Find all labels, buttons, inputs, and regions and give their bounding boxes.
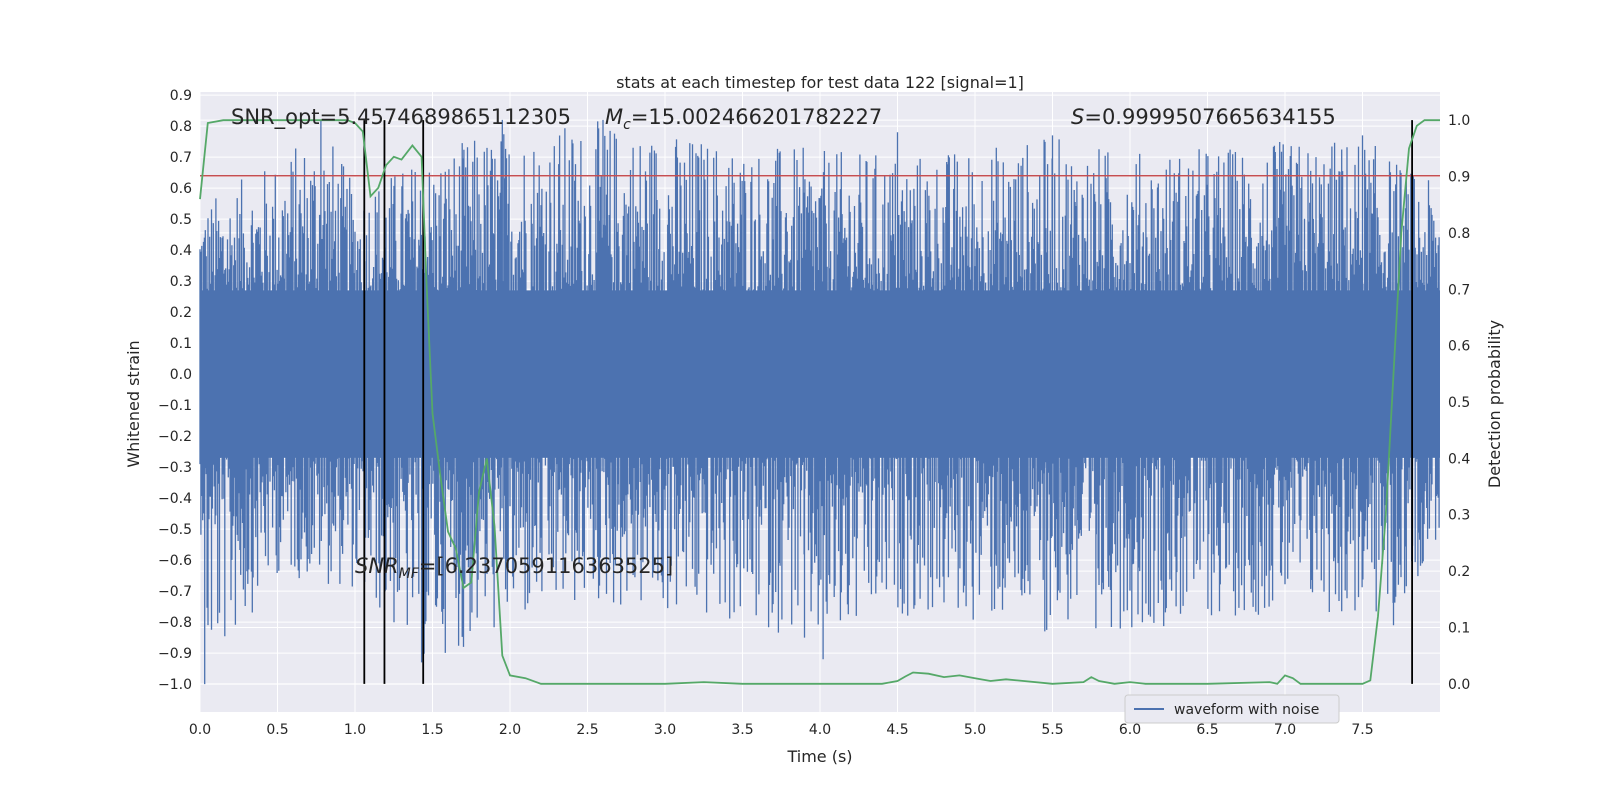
x-tick-label: 2.5 xyxy=(576,722,598,738)
s-value: =0.9999507665634155 xyxy=(1084,105,1335,129)
mc-symbol: M xyxy=(605,105,623,129)
x-tick-label: 1.5 xyxy=(421,722,443,738)
x-tick-label: 7.5 xyxy=(1351,722,1373,738)
y-right-tick-label: 0.9 xyxy=(1448,170,1470,186)
y-tick-label: 0.2 xyxy=(170,305,192,321)
y-right-tick-label: 1.0 xyxy=(1448,113,1470,129)
y-tick-label: −0.9 xyxy=(158,646,192,662)
x-tick-label: 5.0 xyxy=(964,722,986,738)
y-axis-label: Whitened strain xyxy=(124,340,143,467)
detection-probability-line xyxy=(199,119,1440,685)
x-tick-label: 7.0 xyxy=(1274,722,1296,738)
y-tick-label: 0.1 xyxy=(170,336,192,352)
y-tick-label: −0.5 xyxy=(158,522,192,538)
y-right-tick-label: 0.7 xyxy=(1448,282,1470,298)
x-tick-label: 3.0 xyxy=(654,722,676,738)
y-right-tick-label: 0.3 xyxy=(1448,508,1470,524)
s-symbol: S xyxy=(1071,105,1084,129)
x-tick-label: 6.5 xyxy=(1196,722,1218,738)
y-tick-label: −0.8 xyxy=(158,615,192,631)
y-tick-label: −0.2 xyxy=(158,429,192,445)
y-tick-label: 0.5 xyxy=(170,212,192,228)
y-right-tick-label: 0.0 xyxy=(1448,677,1470,693)
y-right-tick-label: 0.1 xyxy=(1448,620,1470,636)
y-tick-label: 0.6 xyxy=(170,181,192,197)
x-tick-label: 2.0 xyxy=(499,722,521,738)
y-tick-label: −1.0 xyxy=(158,677,192,693)
overlay-lines xyxy=(199,119,1440,685)
chart-title: stats at each timestep for test data 122… xyxy=(616,73,1024,92)
x-tick-label: 4.5 xyxy=(886,722,908,738)
x-tick-label: 0.0 xyxy=(189,722,211,738)
y-right-tick-label: 0.6 xyxy=(1448,339,1470,355)
y-tick-label: 0.4 xyxy=(170,243,192,259)
legend-box xyxy=(1124,694,1340,724)
y-right-axis-label: Detection probability xyxy=(1485,320,1504,488)
y-right-tick-label: 0.8 xyxy=(1448,226,1470,242)
x-tick-label: 3.5 xyxy=(731,722,753,738)
y-right-tick-label: 0.2 xyxy=(1448,564,1470,580)
y-tick-label: −0.4 xyxy=(158,491,192,507)
x-tick-label: 4.0 xyxy=(809,722,831,738)
y-right-tick-label: 0.5 xyxy=(1448,395,1470,411)
y-tick-label: 0.7 xyxy=(170,150,192,166)
y-tick-label: −0.7 xyxy=(158,584,192,600)
score-annotation: S=0.9999507665634155 xyxy=(1071,105,1336,129)
y-tick-label: 0.0 xyxy=(170,367,192,383)
waveform-series xyxy=(199,119,1440,685)
x-axis-label: Time (s) xyxy=(786,747,852,766)
y-tick-label: −0.6 xyxy=(158,553,192,569)
snr-mf-symbol: SNR xyxy=(355,554,399,578)
y-tick-label: −0.1 xyxy=(158,398,192,414)
x-tick-label: 5.5 xyxy=(1041,722,1063,738)
x-tick-label: 1.0 xyxy=(344,722,366,738)
y-tick-label: −0.3 xyxy=(158,460,192,476)
y-tick-label: 0.8 xyxy=(170,119,192,135)
mc-subscript: c xyxy=(623,117,631,133)
waveform-line xyxy=(199,119,1440,685)
legend-label-waveform: waveform with noise xyxy=(1174,702,1319,718)
axis-ticks: 0.0 0.5 1.0 1.5 2.0 2.5 3.0 3.5 4.0 4.5 5.0 5.5 6.0 6… xyxy=(158,88,1470,738)
legend: waveform with noise xyxy=(1124,694,1340,724)
mc-value: =15.002466201782227 xyxy=(631,105,882,129)
y-tick-label: 0.3 xyxy=(170,274,192,290)
x-tick-label: 0.5 xyxy=(266,722,288,738)
snr-mf-annotation: SNRMF=[6.237059116363525] xyxy=(355,554,673,582)
x-tick-label: 6.0 xyxy=(1119,722,1141,738)
y-right-tick-label: 0.4 xyxy=(1448,451,1470,467)
snr-mf-subscript: MF xyxy=(399,566,420,582)
y-tick-label: 0.9 xyxy=(170,88,192,104)
snr-opt-annotation: SNR_opt=5.4574689865112305 xyxy=(231,105,571,130)
chirp-mass-annotation: Mc=15.002466201782227 xyxy=(605,105,882,133)
snr-mf-value: =[6.237059116363525] xyxy=(419,554,673,578)
